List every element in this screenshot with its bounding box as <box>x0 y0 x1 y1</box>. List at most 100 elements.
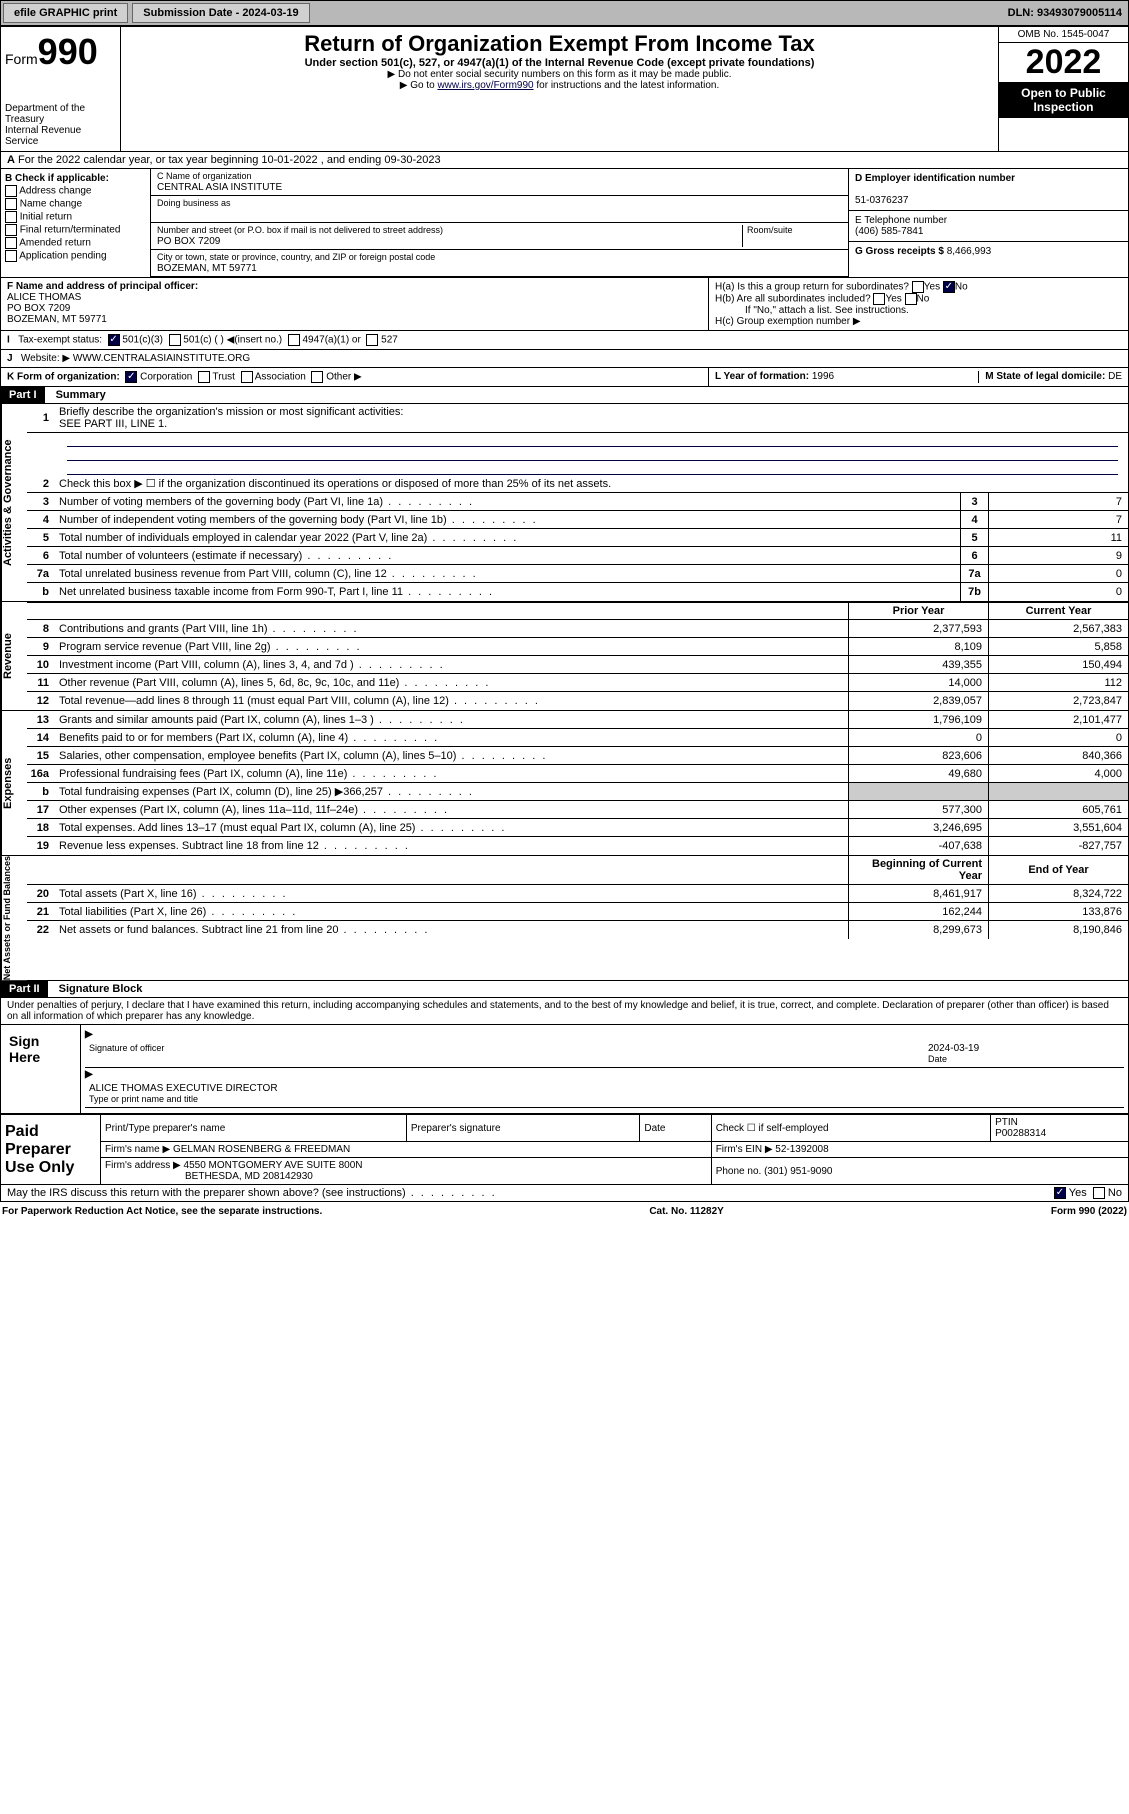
irs-link[interactable]: www.irs.gov/Form990 <box>437 80 533 91</box>
boxb-checkbox[interactable] <box>5 250 17 262</box>
firm-ein-label: Firm's EIN ▶ <box>716 1144 773 1155</box>
date-label: Date <box>928 1054 947 1064</box>
submission-date: Submission Date - 2024-03-19 <box>132 3 309 23</box>
part2-header: Part II <box>1 981 48 997</box>
addr-label: Number and street (or P.O. box if mail i… <box>157 225 443 235</box>
m-label: M State of legal domicile: <box>985 371 1108 382</box>
boxb-checkbox[interactable] <box>5 224 17 236</box>
vert-revenue: Revenue <box>1 602 27 710</box>
boxb-checkbox[interactable] <box>5 237 17 249</box>
hb-yes-checkbox[interactable] <box>873 293 885 305</box>
line-value: 0 <box>988 583 1128 601</box>
dba-label: Doing business as <box>157 198 231 208</box>
line-text: Total number of volunteers (estimate if … <box>55 548 960 564</box>
prior-value: 2,377,593 <box>848 620 988 637</box>
irs-yes-checkbox[interactable]: ✓ <box>1054 1187 1066 1199</box>
ha-label: H(a) Is this a group return for subordin… <box>715 282 909 293</box>
line-text: Total liabilities (Part X, line 26) <box>55 904 848 920</box>
efile-print-button[interactable]: efile GRAPHIC print <box>3 3 128 23</box>
current-value: 2,567,383 <box>988 620 1128 637</box>
irs-no-checkbox[interactable] <box>1093 1187 1105 1199</box>
period-text: For the 2022 calendar year, or tax year … <box>18 154 441 166</box>
current-value: 2,101,477 <box>988 711 1128 728</box>
line-value: 7 <box>988 493 1128 510</box>
trust-checkbox[interactable] <box>198 371 210 383</box>
boxb-checkbox[interactable] <box>5 185 17 197</box>
current-value: 150,494 <box>988 656 1128 673</box>
room-label: Room/suite <box>747 225 793 235</box>
line-text: Program service revenue (Part VIII, line… <box>55 639 848 655</box>
527-checkbox[interactable] <box>366 334 378 346</box>
line-box: 4 <box>960 511 988 528</box>
officer-typed-name: ALICE THOMAS EXECUTIVE DIRECTOR <box>89 1083 278 1094</box>
website-value: WWW.CENTRALASIAINSTITUTE.ORG <box>73 353 250 364</box>
part1-header: Part I <box>1 387 45 403</box>
prior-value <box>848 783 988 800</box>
assoc-checkbox[interactable] <box>241 371 253 383</box>
prior-value: 8,461,917 <box>848 885 988 902</box>
goto-post: for instructions and the latest informat… <box>534 80 720 91</box>
q2-text: Check this box ▶ ☐ if the organization d… <box>55 475 1128 492</box>
i-label: Tax-exempt status: <box>18 335 102 346</box>
ein-value: 51-0376237 <box>855 195 908 206</box>
paid-preparer-label: Paid Preparer Use Only <box>1 1115 101 1185</box>
ein-label: D Employer identification number <box>855 173 1015 184</box>
ptin-label: PTIN <box>995 1117 1018 1128</box>
irs-discuss-q: May the IRS discuss this return with the… <box>7 1187 497 1199</box>
gross-label: G Gross receipts $ <box>855 246 944 257</box>
city-label: City or town, state or province, country… <box>157 252 435 262</box>
phone-value: (406) 585-7841 <box>855 226 923 237</box>
line-value: 9 <box>988 547 1128 564</box>
sign-here-label: Sign Here <box>1 1025 81 1113</box>
current-value: -827,757 <box>988 837 1128 855</box>
hb-no-checkbox[interactable] <box>905 293 917 305</box>
prior-value: 49,680 <box>848 765 988 782</box>
prior-value: 439,355 <box>848 656 988 673</box>
form-subtitle-2: ▶ Do not enter social security numbers o… <box>125 69 994 80</box>
firm-city: BETHESDA, MD 208142930 <box>105 1171 313 1182</box>
line-box: 7a <box>960 565 988 582</box>
line-text: Number of independent voting members of … <box>55 512 960 528</box>
4947-checkbox[interactable] <box>288 334 300 346</box>
corp-checkbox[interactable]: ✓ <box>125 371 137 383</box>
line-text: Revenue less expenses. Subtract line 18 … <box>55 838 848 854</box>
line-text: Total unrelated business revenue from Pa… <box>55 566 960 582</box>
line-text: Number of voting members of the governin… <box>55 494 960 510</box>
footer-mid: Cat. No. 11282Y <box>649 1206 723 1217</box>
line-text: Total revenue—add lines 8 through 11 (mu… <box>55 693 848 709</box>
line-value: 7 <box>988 511 1128 528</box>
officer-addr1: PO BOX 7209 <box>7 303 70 314</box>
current-value: 605,761 <box>988 801 1128 818</box>
type-name-label: Type or print name and title <box>89 1094 198 1104</box>
other-checkbox[interactable] <box>311 371 323 383</box>
form-number: 990 <box>38 31 98 72</box>
phone-label: E Telephone number <box>855 215 947 226</box>
vert-expenses: Expenses <box>1 711 27 855</box>
line-text: Benefits paid to or for members (Part IX… <box>55 730 848 746</box>
goto-pre: ▶ Go to <box>400 80 438 91</box>
prior-value: 8,299,673 <box>848 921 988 939</box>
line-value: 11 <box>988 529 1128 546</box>
line-text: Salaries, other compensation, employee b… <box>55 748 848 764</box>
section-bcdefg: B Check if applicable: Address change Na… <box>0 169 1129 278</box>
line-text: Total expenses. Add lines 13–17 (must eq… <box>55 820 848 836</box>
officer-addr2: BOZEMAN, MT 59771 <box>7 314 107 325</box>
ha-no-checkbox[interactable]: ✓ <box>943 281 955 293</box>
501c3-checkbox[interactable]: ✓ <box>108 334 120 346</box>
boxb-checkbox[interactable] <box>5 211 17 223</box>
501c-checkbox[interactable] <box>169 334 181 346</box>
line-text: Contributions and grants (Part VIII, lin… <box>55 621 848 637</box>
firm-ein: 52-1392008 <box>775 1144 828 1155</box>
q1-text: Briefly describe the organization's miss… <box>59 406 403 418</box>
l-value: 1996 <box>812 371 834 382</box>
line-text: Grants and similar amounts paid (Part IX… <box>55 712 848 728</box>
line-text: Other expenses (Part IX, column (A), lin… <box>55 802 848 818</box>
ha-yes-checkbox[interactable] <box>912 281 924 293</box>
j-label: Website: ▶ <box>21 353 73 364</box>
prep-date-label: Date <box>640 1115 711 1142</box>
prior-value: 162,244 <box>848 903 988 920</box>
firm-name: GELMAN ROSENBERG & FREEDMAN <box>173 1144 350 1155</box>
current-value: 3,551,604 <box>988 819 1128 836</box>
boxb-checkbox[interactable] <box>5 198 17 210</box>
prior-value: 577,300 <box>848 801 988 818</box>
